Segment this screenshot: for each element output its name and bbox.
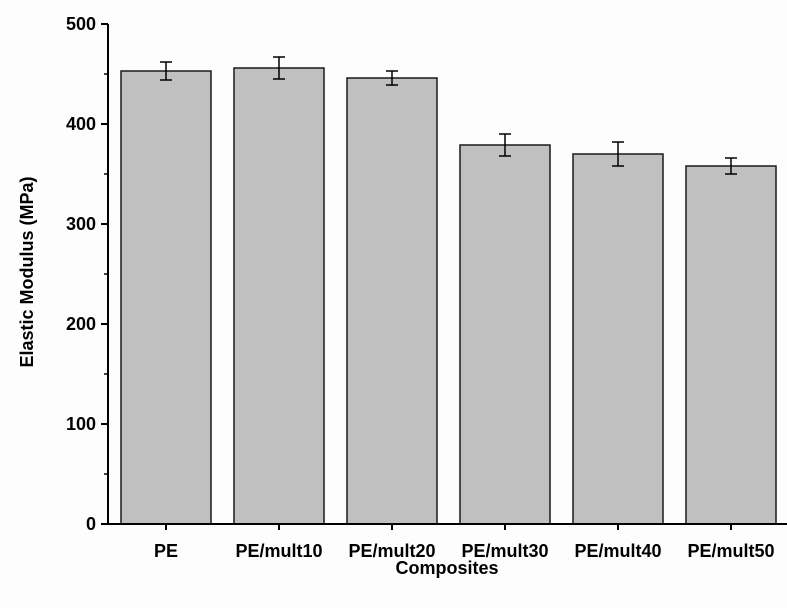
error-bar-pe-mult50 — [725, 157, 737, 175]
x-tick-label: PE/mult40 — [574, 541, 661, 561]
bar-pe-mult40 — [572, 153, 664, 525]
y-tick-label: 400 — [66, 114, 96, 134]
error-bar-pe-mult40 — [612, 141, 624, 167]
x-tick-label: PE — [154, 541, 178, 561]
bar-pe-mult20 — [346, 77, 438, 525]
x-tick-label: PE/mult20 — [348, 541, 435, 561]
bars-layer — [120, 67, 777, 525]
bar-pe — [120, 70, 212, 525]
y-tick-label: 0 — [86, 514, 96, 534]
error-bars-layer — [160, 56, 737, 175]
error-bar-pe-mult30 — [499, 133, 511, 157]
bar-pe-mult10 — [233, 67, 325, 525]
x-axis-title: Composites — [395, 558, 498, 578]
bar-pe-mult30 — [459, 144, 551, 525]
x-tick-label: PE/mult10 — [235, 541, 322, 561]
error-bar-pe-mult10 — [273, 56, 285, 80]
error-bar-pe — [160, 61, 172, 81]
y-tick-label: 300 — [66, 214, 96, 234]
error-bar-pe-mult20 — [386, 70, 398, 86]
y-tick-label: 200 — [66, 314, 96, 334]
y-tick-label: 500 — [66, 14, 96, 34]
x-tick-label: PE/mult30 — [461, 541, 548, 561]
y-axis-title: Elastic Modulus (MPa) — [17, 176, 37, 367]
x-tick-label: PE/mult50 — [687, 541, 774, 561]
bar-pe-mult50 — [685, 165, 777, 525]
ticks-layer: PE PE/mult10 PE/mult20 PE/mult30 PE/mult40 PE… — [66, 14, 775, 561]
y-tick-label: 100 — [66, 414, 96, 434]
